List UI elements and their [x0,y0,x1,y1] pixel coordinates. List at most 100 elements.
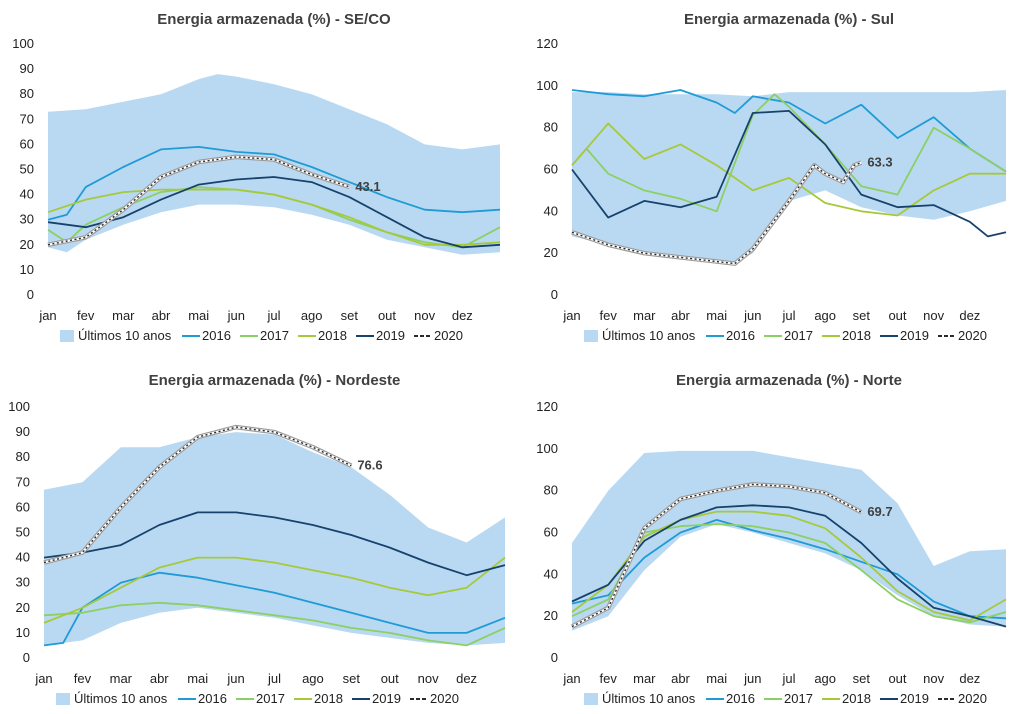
x-tick-label: mai [706,671,727,686]
x-tick-label: mar [633,671,656,686]
x-tick-label: jan [34,671,52,686]
legend-label: Últimos 10 anos [602,328,696,343]
legend-label: 2016 [202,328,231,343]
x-tick-label: jan [562,671,580,686]
chart-panel-2: Energia armazenada (%) - Nordeste 0 10 20 30… [8,372,506,706]
band-ultimos-10-anos [572,90,1006,264]
y-tick-label: 0 [551,287,558,302]
y-tick-label: 80 [544,120,558,135]
x-tick-label: out [378,308,396,323]
x-tick-label: nov [414,308,435,323]
chart-title: Energia armazenada (%) - SE/CO [157,11,391,28]
y-tick-label: 0 [551,650,558,665]
legend-item-2019: 2019 [880,691,929,706]
x-tick-label: out [381,671,399,686]
series-2016 [47,145,501,221]
y-tick-label: 50 [20,162,34,177]
x-tick-label: jan [38,308,56,323]
legend-label: 2020 [958,691,987,706]
series-2017 [43,601,506,647]
band-ultimos-10-anos [572,450,1006,631]
legend-item-ultimos-10-anos: Últimos 10 anos [60,328,172,343]
legend-item-2016: 2016 [706,691,755,706]
legend-label: Últimos 10 anos [78,328,172,343]
legend-label: 2017 [784,691,813,706]
x-tick-label: mar [112,308,135,323]
legend-label: Últimos 10 anos [602,691,696,706]
series-2017 [571,93,1007,213]
x-tick-label: ago [302,671,324,686]
x-tick-label: fev [599,308,617,323]
y-tick-label: 20 [20,237,34,252]
x-tick-label: set [853,671,871,686]
x-tick-label: mar [633,308,656,323]
x-tick-label: abr [152,308,171,323]
x-tick-label: jun [743,671,761,686]
y-tick-label: 70 [20,111,34,126]
x-tick-label: ago [814,671,836,686]
legend-label: 2019 [900,691,929,706]
x-tick-label: out [888,308,906,323]
x-tick-label: out [888,671,906,686]
y-tick-label: 60 [16,499,30,514]
end-value-label: 76.6 [357,458,382,473]
y-tick-label: 80 [544,483,558,498]
legend-label: 2018 [842,328,871,343]
x-tick-label: jun [743,308,761,323]
legend-label: Últimos 10 anos [74,691,168,706]
band-ultimos-10-anos [48,74,500,255]
y-tick-label: 100 [536,78,558,93]
y-tick-label: 0 [27,287,34,302]
legend-label: 2019 [900,328,929,343]
y-tick-label: 80 [20,86,34,101]
y-tick-label: 100 [8,399,30,414]
legend-label: 2016 [726,328,755,343]
legend-swatch [60,330,74,342]
series-2016 [571,89,1007,173]
x-tick-label: jul [266,308,280,323]
legend-item-2018: 2018 [822,328,871,343]
chart-title: Energia armazenada (%) - Norte [676,372,902,389]
series-2020 [43,426,352,564]
y-tick-label: 60 [20,136,34,151]
x-tick-label: dez [452,308,473,323]
y-tick-label: 40 [544,203,558,218]
y-tick-label: 40 [16,550,30,565]
legend-label: 2018 [842,691,871,706]
x-tick-label: fev [74,671,92,686]
legend-item-2019: 2019 [352,691,401,706]
legend-label: 2019 [372,691,401,706]
x-tick-label: fev [599,671,617,686]
series-2018 [43,556,506,624]
y-tick-label: 60 [544,162,558,177]
legend-item-2020: 2020 [938,691,987,706]
x-tick-label: nov [923,671,944,686]
y-tick-label: 100 [536,441,558,456]
legend-swatch [56,693,70,705]
legend-item-2020: 2020 [410,691,459,706]
legend-item-2018: 2018 [294,691,343,706]
y-tick-label: 30 [16,575,30,590]
chart-title: Energia armazenada (%) - Sul [684,11,894,28]
legend-label: 2016 [726,691,755,706]
x-tick-label: jan [562,308,580,323]
x-tick-label: ago [301,308,323,323]
x-tick-label: dez [959,308,980,323]
chart-panel-3: Energia armazenada (%) - Norte 0 20 40 60 80 1… [536,372,1007,706]
legend-item-2017: 2017 [764,328,813,343]
y-tick-label: 90 [16,424,30,439]
y-tick-label: 90 [20,61,34,76]
legend-item-2020: 2020 [414,328,463,343]
chart-title: Energia armazenada (%) - Nordeste [149,372,401,389]
series-2018 [571,122,1006,217]
chart-panel-0: Energia armazenada (%) - SE/CO 0 10 20 30 40 5… [12,11,501,343]
legend-item-2020: 2020 [938,328,987,343]
legend-label: 2018 [314,691,343,706]
series-2018 [47,188,501,246]
y-tick-label: 20 [16,600,30,615]
y-tick-label: 20 [544,608,558,623]
y-tick-label: 10 [20,262,34,277]
legend-item-2016: 2016 [182,328,231,343]
legend-swatch [584,330,598,342]
